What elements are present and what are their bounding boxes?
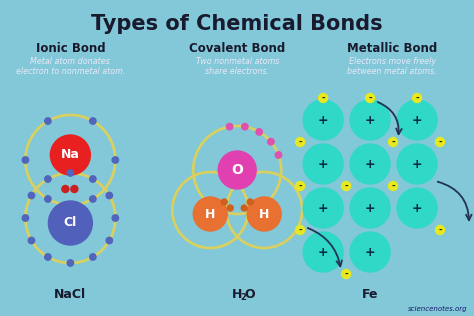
Text: -: - <box>438 138 442 147</box>
Circle shape <box>365 94 374 102</box>
Text: H: H <box>205 208 215 221</box>
Circle shape <box>242 124 248 130</box>
Text: -: - <box>344 270 348 279</box>
Circle shape <box>28 237 35 244</box>
Circle shape <box>90 118 96 124</box>
Text: -: - <box>415 94 419 103</box>
Circle shape <box>45 176 51 182</box>
Circle shape <box>45 118 51 124</box>
Circle shape <box>303 188 343 228</box>
Circle shape <box>90 254 96 260</box>
Circle shape <box>112 215 118 221</box>
Circle shape <box>67 170 73 176</box>
Circle shape <box>90 176 96 182</box>
Circle shape <box>296 181 305 191</box>
Text: -: - <box>391 182 395 191</box>
Text: +: + <box>412 157 422 171</box>
Circle shape <box>303 232 343 272</box>
Circle shape <box>62 185 69 192</box>
Circle shape <box>389 181 398 191</box>
Circle shape <box>193 197 227 231</box>
Text: Metallic Bond: Metallic Bond <box>347 42 437 55</box>
Circle shape <box>22 157 28 163</box>
Text: -: - <box>391 138 395 147</box>
Circle shape <box>90 196 96 202</box>
Circle shape <box>350 188 390 228</box>
Text: +: + <box>365 157 375 171</box>
Circle shape <box>67 260 73 266</box>
Text: H: H <box>259 208 269 221</box>
Circle shape <box>296 137 305 147</box>
Text: O: O <box>231 163 243 177</box>
Text: sciencenotes.org: sciencenotes.org <box>409 306 468 312</box>
Text: NaCl: NaCl <box>55 289 86 301</box>
Circle shape <box>227 205 233 211</box>
Circle shape <box>106 192 112 199</box>
Text: +: + <box>318 113 328 126</box>
Circle shape <box>28 192 35 199</box>
Circle shape <box>50 135 91 175</box>
Text: +: + <box>412 113 422 126</box>
Text: 2: 2 <box>240 293 246 301</box>
Text: -: - <box>438 226 442 235</box>
Circle shape <box>256 129 263 135</box>
Circle shape <box>319 94 328 102</box>
Circle shape <box>397 144 437 184</box>
Circle shape <box>45 254 51 260</box>
Text: -: - <box>298 226 302 235</box>
Circle shape <box>218 151 256 189</box>
Text: Fe: Fe <box>362 289 378 301</box>
Circle shape <box>247 197 281 231</box>
Circle shape <box>48 201 92 245</box>
Text: Covalent Bond: Covalent Bond <box>189 42 285 55</box>
Text: +: + <box>318 246 328 258</box>
Text: -: - <box>298 182 302 191</box>
Circle shape <box>106 237 112 244</box>
Circle shape <box>436 137 445 147</box>
Circle shape <box>241 205 247 211</box>
Circle shape <box>275 152 282 158</box>
Circle shape <box>397 188 437 228</box>
Text: -: - <box>368 94 372 103</box>
Text: Electrons move freely
between metal atoms.: Electrons move freely between metal atom… <box>347 57 437 76</box>
Text: Two nonmetal atoms
share electrons.: Two nonmetal atoms share electrons. <box>196 57 279 76</box>
Circle shape <box>296 226 305 234</box>
Circle shape <box>342 181 351 191</box>
Text: +: + <box>365 246 375 258</box>
Circle shape <box>342 270 351 278</box>
Text: Metal atom donates
electron to nonmetal atom.: Metal atom donates electron to nonmetal … <box>16 57 125 76</box>
Text: +: + <box>365 202 375 215</box>
Circle shape <box>71 185 78 192</box>
Text: +: + <box>365 113 375 126</box>
Text: +: + <box>318 202 328 215</box>
Circle shape <box>221 199 227 205</box>
Circle shape <box>389 137 398 147</box>
Circle shape <box>247 199 253 205</box>
Circle shape <box>227 124 233 130</box>
Circle shape <box>436 226 445 234</box>
Circle shape <box>350 232 390 272</box>
Circle shape <box>350 100 390 140</box>
Text: Types of Chemical Bonds: Types of Chemical Bonds <box>91 14 383 34</box>
Circle shape <box>397 100 437 140</box>
Circle shape <box>303 144 343 184</box>
Text: Na: Na <box>61 149 80 161</box>
Text: -: - <box>298 138 302 147</box>
Circle shape <box>22 215 28 221</box>
Text: O: O <box>244 289 255 301</box>
Text: H: H <box>232 289 242 301</box>
Circle shape <box>303 100 343 140</box>
Text: Ionic Bond: Ionic Bond <box>36 42 105 55</box>
Text: -: - <box>344 182 348 191</box>
Text: +: + <box>318 157 328 171</box>
Circle shape <box>412 94 421 102</box>
Circle shape <box>268 138 274 145</box>
Circle shape <box>112 157 118 163</box>
Text: -: - <box>321 94 325 103</box>
Circle shape <box>45 196 51 202</box>
Circle shape <box>350 144 390 184</box>
Text: +: + <box>412 202 422 215</box>
Text: Cl: Cl <box>64 216 77 229</box>
